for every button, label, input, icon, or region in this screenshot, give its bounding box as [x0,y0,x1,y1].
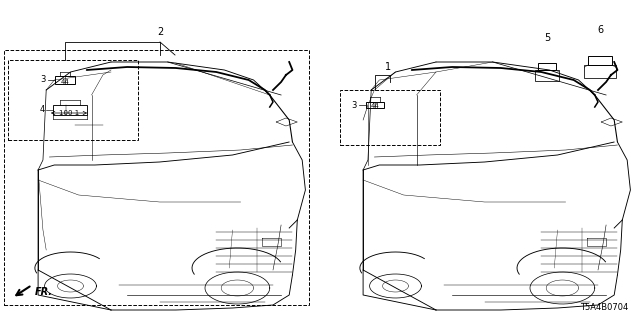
Text: 44: 44 [371,103,380,109]
Bar [4,50,309,305]
Bar [53,105,87,115]
Bar [535,70,559,81]
Text: 2: 2 [157,27,163,37]
Bar [365,101,385,108]
Text: 5: 5 [544,33,550,43]
Text: 4: 4 [39,106,45,115]
Bar [55,76,75,84]
Text: 44: 44 [61,79,69,84]
Bar [588,56,612,65]
Bar [8,60,138,140]
Text: 3: 3 [41,76,46,84]
Text: 1: 1 [385,62,391,72]
Text: FR.: FR. [35,287,53,297]
Text: 3: 3 [352,100,357,109]
Bar [538,63,556,70]
Bar [584,65,616,78]
Text: T5A4B0704: T5A4B0704 [580,303,628,312]
Bar [340,90,440,145]
Text: 100 1: 100 1 [59,110,79,116]
Text: 6: 6 [597,25,603,35]
